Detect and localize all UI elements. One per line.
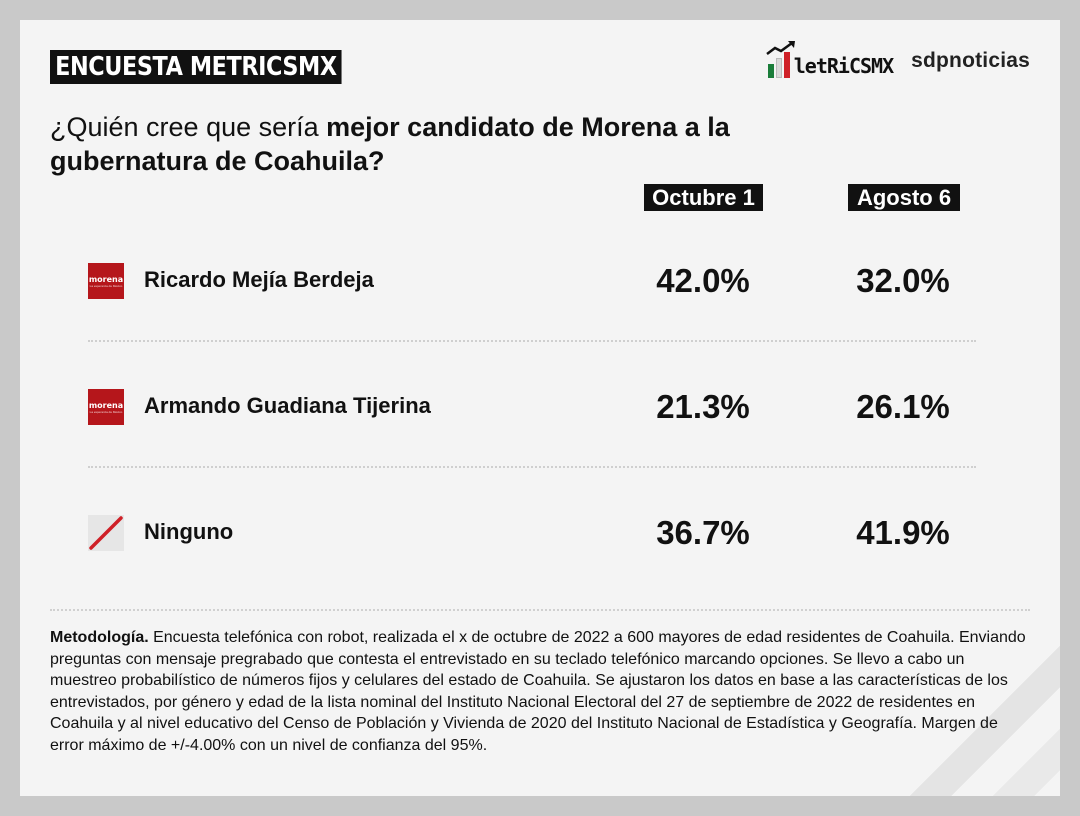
morena-logo-icon: morena La esperanza de México — [88, 389, 124, 425]
metricsmx-logo: letRiCSMX — [765, 41, 894, 78]
row-divider — [88, 340, 976, 342]
table-row: Ninguno 36.7% 41.9% — [20, 503, 1060, 563]
methodology-divider — [50, 609, 1030, 611]
row-divider — [88, 466, 976, 468]
morena-logo-sub: La esperanza de México — [89, 409, 123, 414]
table-row: morena La esperanza de México Armando Gu… — [20, 377, 1060, 437]
candidate-name: Armando Guadiana Tijerina — [144, 393, 431, 418]
poll-card: ENCUESTA METRICSMX letRiCSMX sdpnoticias… — [20, 20, 1060, 796]
value-octubre: 36.7% — [656, 514, 750, 551]
table-row: morena La esperanza de México Ricardo Me… — [20, 251, 1060, 311]
question-bold-text: mejor candidato de Morena a la gubernatu… — [50, 112, 730, 176]
metricsmx-flag-icon — [765, 41, 795, 78]
value-octubre: 42.0% — [656, 262, 750, 299]
candidate-name: Ricardo Mejía Berdeja — [144, 267, 374, 292]
value-octubre: 21.3% — [656, 388, 750, 425]
trend-arrow-icon — [765, 41, 795, 55]
none-slash-icon — [88, 515, 124, 551]
sdpnoticias-logo: sdpnoticias — [911, 49, 1030, 72]
column-header-agosto: Agosto 6 — [848, 184, 960, 211]
column-header-octubre: Octubre 1 — [644, 184, 763, 211]
methodology-text: Encuesta telefónica con robot, realizada… — [50, 629, 1026, 754]
candidate-name: Ninguno — [144, 519, 234, 544]
question-text: ¿Quién cree que sería — [50, 112, 327, 142]
morena-logo-sub: La esperanza de México — [89, 283, 123, 288]
methodology-label: Metodología. — [50, 629, 149, 646]
morena-logo-word: morena — [88, 274, 124, 284]
brand-logos: letRiCSMX sdpnoticias — [765, 41, 1030, 78]
morena-logo-word: morena — [88, 400, 124, 410]
question-title: ¿Quién cree que sería mejor candidato de… — [50, 110, 750, 178]
value-agosto: 32.0% — [856, 262, 950, 299]
metricsmx-wordmark: letRiCSMX — [793, 54, 894, 78]
value-agosto: 26.1% — [856, 388, 950, 425]
morena-logo-icon: morena La esperanza de México — [88, 263, 124, 299]
value-agosto: 41.9% — [856, 514, 950, 551]
survey-badge: ENCUESTA METRICSMX — [50, 50, 342, 84]
methodology-note: Metodología. Encuesta telefónica con rob… — [50, 627, 1035, 757]
background-decoration — [860, 596, 1060, 796]
